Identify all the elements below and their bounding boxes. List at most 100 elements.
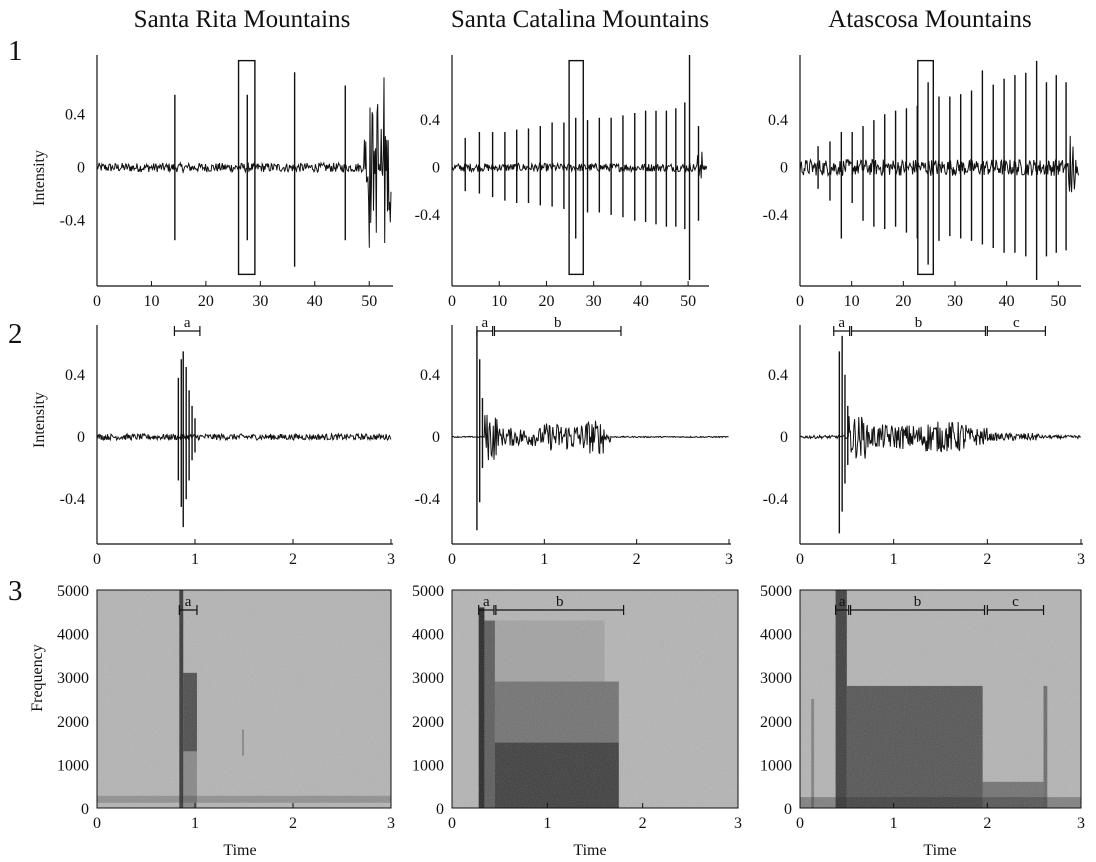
y-tick-label: 4000 (412, 627, 444, 644)
x-tick-label: 30 (947, 293, 963, 310)
row-label-1: 1 (8, 35, 23, 67)
selection-box (917, 59, 934, 276)
x-tick-label: 40 (999, 293, 1015, 310)
x-tick-label: 2 (983, 551, 991, 568)
x-tick-label: 2 (633, 551, 641, 568)
segment-label-c: c (1012, 594, 1019, 610)
y-tick-label: 0 (432, 429, 440, 446)
row-label-2: 2 (8, 318, 23, 350)
segment-label-a: a (481, 315, 488, 331)
segment-label-b: b (554, 315, 562, 331)
y-tick-label: 0.4 (768, 367, 788, 384)
x-tick-label: 20 (895, 293, 911, 310)
panel-row3-col1: 0 1000 2000 3000 4000 5000 0 1 2 3 a (57, 583, 395, 832)
x-tick-label: 40 (633, 293, 649, 310)
panel-row2-col1: 0.4 0 -0.4 0 1 2 3 a (60, 315, 395, 568)
panel-row2-col3: 0.4 0 -0.4 0 1 2 3 a b c (763, 315, 1085, 568)
x-tick-label: 20 (198, 293, 214, 310)
y-tick-label: 2000 (760, 714, 792, 731)
x-tick-label: 0 (448, 293, 456, 310)
y-tick-label: 0 (784, 801, 792, 818)
x-tick-label: 1 (543, 815, 551, 832)
x-tick-label: 0 (448, 815, 456, 832)
x-tick-label: 0 (448, 551, 456, 568)
y-tick-label: -0.4 (60, 212, 85, 229)
y-tick-label: 2000 (57, 714, 89, 731)
x-tick-label: 1 (191, 551, 199, 568)
x-tick-label: 3 (1077, 551, 1085, 568)
x-tick-label: 0 (796, 551, 804, 568)
panel-row1-col3: 0.4 0 -0.4 0 10 20 30 40 50 (763, 55, 1081, 310)
y-tick-label: 0.4 (420, 367, 440, 384)
x-axis-label-col2: Time (573, 842, 606, 859)
waveform-trace (799, 416, 1081, 459)
y-tick-label: 0 (436, 801, 444, 818)
x-tick-label: 10 (491, 293, 507, 310)
x-tick-label: 30 (586, 293, 602, 310)
x-tick-label: 1 (890, 815, 898, 832)
selection-box (237, 59, 256, 276)
y-tick-label: -0.4 (60, 491, 85, 508)
waveform-trace (451, 414, 729, 461)
y-tick-label: 0 (77, 429, 85, 446)
y-tick-label: -0.4 (763, 207, 788, 224)
x-tick-label: 3 (725, 551, 733, 568)
panel-row3-col2: 0 1000 2000 3000 4000 5000 0 1 2 3 a b (412, 583, 742, 832)
x-tick-label: 1 (540, 551, 548, 568)
y-tick-label: 0.4 (768, 112, 788, 129)
y-tick-label: 3000 (760, 670, 792, 687)
x-tick-label: 50 (1050, 293, 1066, 310)
spectrogram-frame (96, 589, 392, 809)
spectrogram-frame (799, 589, 1082, 809)
y-axis-label-row3: Frequency (29, 644, 46, 712)
selection-box (568, 59, 584, 276)
column-title-2: Santa Catalina Mountains (451, 6, 709, 33)
y-tick-label: 2000 (412, 714, 444, 731)
y-tick-label: 3000 (57, 670, 89, 687)
x-tick-label: 20 (538, 293, 554, 310)
x-tick-label: 0 (93, 551, 101, 568)
panel-row1-col1: 0.4 0 -0.4 0 10 20 30 40 50 (60, 55, 393, 310)
spectrogram-speckle (452, 590, 738, 808)
x-tick-label: 10 (844, 293, 860, 310)
segment-label-a: a (184, 315, 191, 331)
y-tick-label: 1000 (760, 757, 792, 774)
waveform-trace (96, 432, 392, 442)
y-tick-label: 1000 (57, 757, 89, 774)
y-tick-label: 5000 (760, 583, 792, 600)
y-tick-label: 0.4 (65, 367, 85, 384)
spectrogram-frame (451, 589, 739, 809)
waveform-trace (451, 151, 708, 179)
segment-label-b: b (556, 594, 564, 610)
y-tick-label: 0 (81, 801, 89, 818)
x-tick-label: 3 (387, 551, 395, 568)
y-tick-label: 0 (77, 160, 85, 177)
panel-row2-col2: 0.4 0 -0.4 0 1 2 3 a b (415, 315, 733, 568)
y-tick-label: 0 (432, 160, 440, 177)
segment-label-a: a (483, 594, 490, 610)
x-axis-label-col1: Time (223, 842, 256, 859)
x-tick-label: 50 (680, 293, 696, 310)
segment-label-c: c (1013, 315, 1020, 331)
panel-row3-col3: 0 1000 2000 3000 4000 5000 0 1 2 3 a b c (760, 583, 1085, 832)
column-title-3: Atascosa Mountains (828, 6, 1031, 33)
segment-label-b: b (914, 594, 922, 610)
x-tick-label: 30 (252, 293, 268, 310)
x-tick-label: 1 (890, 551, 898, 568)
spectrogram-speckle (800, 590, 1081, 808)
y-tick-label: 0 (780, 160, 788, 177)
y-tick-label: 4000 (760, 627, 792, 644)
x-tick-label: 0 (796, 815, 804, 832)
y-tick-label: 5000 (57, 583, 89, 600)
y-tick-label: -0.4 (415, 491, 440, 508)
x-tick-label: 3 (387, 815, 395, 832)
y-tick-label: 4000 (57, 627, 89, 644)
x-tick-label: 10 (143, 293, 159, 310)
y-tick-label: -0.4 (415, 207, 440, 224)
y-tick-label: -0.4 (763, 491, 788, 508)
row-label-3: 3 (8, 575, 23, 607)
x-tick-label: 3 (1077, 815, 1085, 832)
column-title-1: Santa Rita Mountains (134, 6, 351, 33)
y-axis-label-row2: Intensity (31, 392, 48, 448)
segment-label-b: b (915, 315, 923, 331)
